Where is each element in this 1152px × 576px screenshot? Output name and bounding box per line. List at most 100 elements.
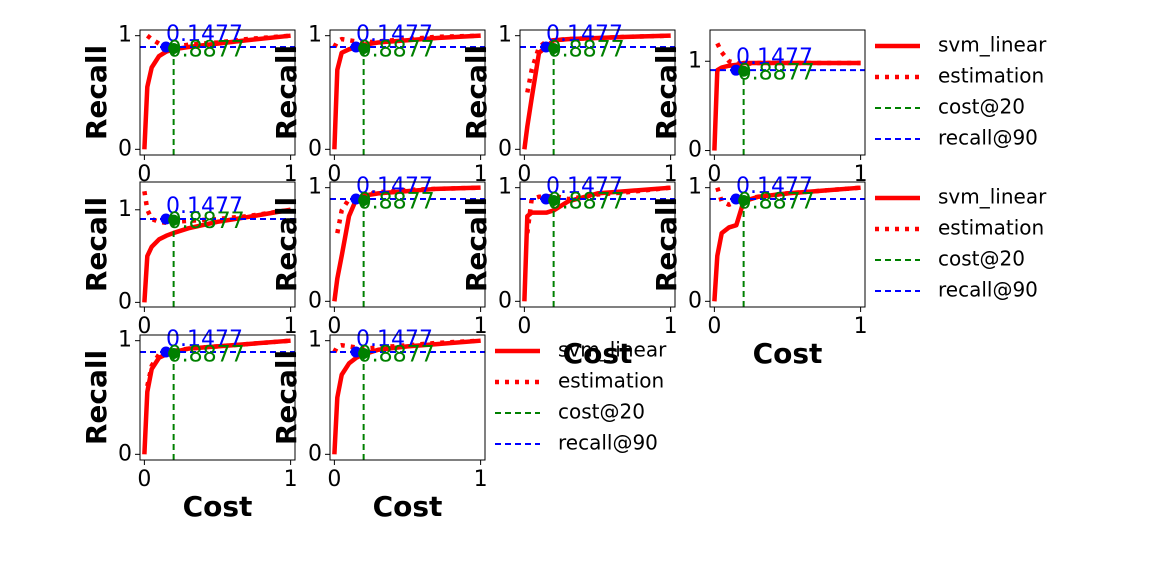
marker	[548, 42, 560, 54]
x-tick-label: 1	[284, 314, 298, 339]
x-axis-label: Cost	[183, 490, 253, 523]
recall-annotation: 0.8877	[168, 37, 245, 62]
cost-annotation: 0.1477	[546, 22, 623, 47]
y-tick-label: 0	[308, 136, 322, 161]
y-axis-label: Recall	[270, 350, 303, 445]
recall-annotation: 0.8877	[548, 189, 625, 214]
subplot: 0 101 0.14770.8877RecallCostsvm_linearesti…	[650, 174, 1047, 370]
marker	[168, 42, 180, 54]
cost-annotation: 0.1477	[356, 174, 433, 199]
y-tick-label: 0	[688, 138, 702, 163]
x-tick-label: 0	[137, 162, 151, 187]
axes-frame	[139, 181, 296, 308]
x-tick-label: 0	[327, 162, 341, 187]
cost-annotation: 0.1477	[356, 22, 433, 47]
marker	[358, 194, 370, 206]
series-line	[332, 33, 481, 49]
legend: svm_linear estimation cost@20 recall@90	[495, 338, 667, 455]
series-line	[332, 338, 481, 354]
series-line	[525, 185, 671, 234]
series-line	[522, 185, 671, 302]
series-line	[525, 33, 671, 93]
x-tick-label: 1	[664, 162, 678, 187]
y-tick-label: 0	[498, 136, 512, 161]
series-line	[715, 185, 861, 207]
y-tick-label: 0	[118, 136, 132, 161]
axes-frame	[709, 181, 866, 308]
legend-label: recall@90	[938, 126, 1038, 150]
cost-annotation: 0.1477	[166, 327, 243, 352]
axes-frame	[519, 29, 676, 156]
legend-label: cost@20	[558, 400, 645, 424]
y-axis-label: Recall	[80, 45, 113, 140]
legend: svm_linear estimation cost@20 recall@90	[875, 185, 1047, 302]
cost-annotation: 0.1477	[166, 22, 243, 47]
y-tick-label: 1	[498, 175, 512, 200]
y-tick-label: 1	[118, 328, 132, 353]
y-axis-label: Recall	[80, 350, 113, 445]
recall-annotation: 0.8877	[168, 209, 245, 234]
legend-label: recall@90	[558, 431, 658, 455]
axes-frame	[329, 334, 486, 461]
marker	[738, 65, 750, 77]
recall-annotation: 0.8877	[358, 342, 435, 367]
axes-frame	[139, 334, 296, 461]
x-tick-label: 1	[474, 162, 488, 187]
marker	[168, 214, 180, 226]
legend-label: estimation	[938, 64, 1044, 88]
y-axis-label: Recall	[80, 197, 113, 292]
cost-annotation: 0.1477	[166, 194, 243, 219]
legend-label: estimation	[558, 369, 664, 393]
y-tick-label: 0	[688, 288, 702, 313]
marker	[358, 42, 370, 54]
legend-label: estimation	[938, 216, 1044, 240]
recall-annotation: 0.8877	[738, 189, 815, 214]
recall-annotation: 0.8877	[738, 60, 815, 85]
axes-frame	[709, 29, 866, 156]
x-tick-label: 0	[517, 162, 531, 187]
x-tick-label: 0	[517, 314, 531, 339]
subplot: 0 101 0.14770.8877RecallCostsvm_linearesti…	[270, 327, 667, 523]
y-tick-label: 0	[308, 288, 322, 313]
series-line	[715, 42, 861, 67]
x-tick-label: 0	[707, 314, 721, 339]
y-tick-label: 1	[498, 23, 512, 48]
x-tick-label: 0	[137, 467, 151, 492]
cost-annotation: 0.1477	[736, 174, 813, 199]
x-tick-label: 0	[137, 314, 151, 339]
cost-annotation: 0.1477	[356, 327, 433, 352]
series-line	[145, 338, 291, 387]
legend: svm_linear estimation cost@20 recall@90	[875, 33, 1047, 150]
y-tick-label: 0	[118, 289, 132, 314]
cost-annotation: 0.1477	[546, 174, 623, 199]
legend-label: cost@20	[938, 95, 1025, 119]
legend-label: svm_linear	[558, 338, 667, 362]
x-tick-label: 1	[474, 314, 488, 339]
y-axis-label: Recall	[650, 197, 683, 292]
series-line	[335, 185, 481, 234]
x-tick-label: 1	[854, 314, 868, 339]
axes-frame	[329, 181, 486, 308]
x-axis-label: Cost	[373, 490, 443, 523]
axes-frame	[329, 29, 486, 156]
y-tick-label: 1	[308, 175, 322, 200]
marker	[358, 347, 370, 359]
series-line	[712, 185, 861, 302]
legend-label: cost@20	[938, 247, 1025, 271]
y-tick-label: 1	[688, 48, 702, 73]
x-tick-label: 1	[664, 314, 678, 339]
x-tick-label: 0	[327, 314, 341, 339]
x-tick-label: 1	[474, 467, 488, 492]
y-axis-label: Recall	[460, 197, 493, 292]
x-tick-label: 1	[284, 467, 298, 492]
series-line	[142, 190, 291, 225]
y-axis-label: Recall	[650, 45, 683, 140]
x-tick-label: 1	[284, 162, 298, 187]
recall-annotation: 0.8877	[548, 37, 625, 62]
